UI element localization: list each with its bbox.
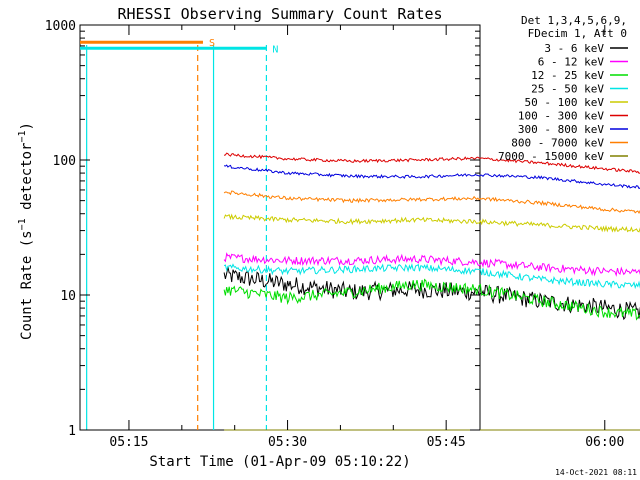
flag-N-label: N [272,44,278,55]
y-axis: 1 10 100 1000 [45,19,480,439]
x-tick-label-2: 05:45 [427,435,466,450]
x-tick-label-1: 05:30 [268,435,307,450]
plot-area: SN [79,24,640,431]
flag-S-label: S [209,38,215,49]
y-axis-label-sup2: −1 [17,130,28,142]
series-line-7 [223,190,640,215]
legend-entry-7: 800 - 7000 keV [511,137,604,150]
x-tick-label-0: 05:15 [109,435,148,450]
legend-entry-0: 3 - 6 keV [544,42,604,55]
legend-header-line-2: FDecim 1, Att 0 [528,27,627,40]
legend-entry-2: 12 - 25 keV [531,69,604,82]
y-axis-label-mid: detector [19,143,35,219]
series-line-6 [223,164,640,190]
y-tick-label-0: 1 [68,424,76,439]
series-line-1 [223,252,640,277]
legend-entry-6: 300 - 800 keV [518,123,604,136]
series-line-2 [223,278,640,321]
x-axis-label: Start Time (01-Apr-09 05:10:22) [149,454,410,470]
legend-entry-4: 50 - 100 keV [525,96,605,109]
legend-entry-3: 25 - 50 keV [531,83,604,96]
y-tick-label-1: 10 [60,289,76,304]
legend-entry-5: 100 - 300 keV [518,110,604,123]
y-tick-label-3: 1000 [45,19,76,34]
plot-frame [79,24,481,431]
legend-entry-8: 7000 - 15000 keV [498,150,604,163]
legend: Det 1,3,4,5,6,9, FDecim 1, Att 0 3 - 6 k… [498,14,628,163]
x-tick-label-3: 06:00 [585,435,624,450]
series-line-4 [223,213,640,233]
footer-timestamp: 14-Oct-2021 08:11 [555,468,637,477]
y-tick-label-2: 100 [53,154,76,169]
y-axis-label-sup1: −1 [17,218,28,230]
legend-header-line-1: Det 1,3,4,5,6,9, [521,14,627,27]
chart-title: RHESSI Observing Summary Count Rates [117,5,442,23]
y-axis-label-end: ) [19,122,35,130]
series-line-0 [223,266,640,321]
series-line-5 [223,152,640,174]
svg-text:Count Rate (s−1 detector−1): Count Rate (s−1 detector−1) [17,122,35,340]
y-axis-label-main: Count Rate (s [19,230,35,340]
series-line-3 [223,263,640,290]
legend-entry-1: 6 - 12 keV [538,56,605,69]
y-axis-label: Count Rate (s−1 detector−1) [17,122,35,340]
